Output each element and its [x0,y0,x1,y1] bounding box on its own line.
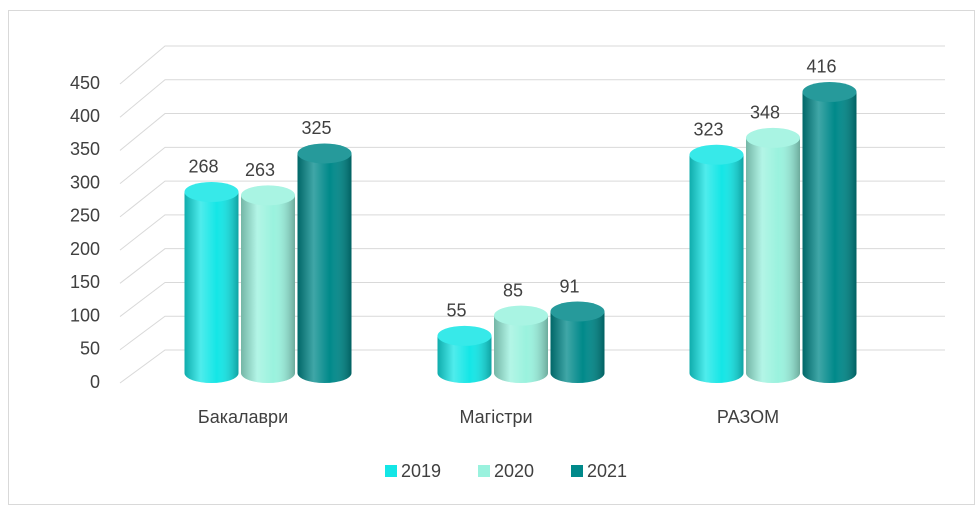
bar-top-shade [494,305,548,326]
bar-top [802,81,857,102]
bar-shade [802,91,857,384]
data-label: 416 [806,57,836,77]
y-tick-label: 0 [90,372,100,392]
bar-top-shade [746,127,800,148]
bar-shade [297,153,352,383]
bar-top [746,127,800,148]
legend-label: 2020 [494,461,534,481]
y-tick-label: 200 [70,239,100,259]
bar-top-shade [689,144,744,165]
grid-line [119,45,945,85]
data-label: 268 [188,157,218,177]
bar-shade [241,195,295,383]
bar-top [241,185,295,206]
grid-line [119,146,945,185]
data-label: 85 [503,280,523,300]
data-label: 263 [245,160,275,180]
bar-shade [494,315,548,383]
x-tick-label: РАЗОМ [717,407,779,427]
legend-label: 2021 [587,461,627,481]
grid-line [119,349,945,384]
grid-line [119,281,945,317]
y-tick-label: 350 [70,139,100,159]
bar-top [437,325,492,346]
y-tick-label: 100 [70,305,100,325]
y-tick-label: 150 [70,272,100,292]
y-tick-label: 450 [70,73,100,93]
y-tick-label: 50 [80,339,100,359]
data-label: 348 [750,103,780,123]
bar-top-shade [184,181,239,202]
y-tick-label: 300 [70,172,100,192]
legend-swatch [385,465,397,477]
y-tick-label: 250 [70,206,100,226]
bar-top [689,144,744,165]
bar-top [297,143,352,164]
bar-top-shade [297,143,352,164]
grid-line [119,248,945,284]
bar-shade [746,137,800,383]
bar-top-shade [802,81,857,102]
bar-top [184,181,239,202]
data-label: 91 [559,276,579,296]
data-label: 55 [446,301,466,321]
bar-top [550,301,605,322]
bar-shade [689,154,744,383]
bar-top-shade [437,325,492,346]
bar-shade [184,191,239,383]
data-label: 325 [301,118,331,138]
x-tick-label: Магістри [459,407,532,427]
legend-swatch [478,465,490,477]
grid-line [119,79,945,118]
grid-line [119,113,945,151]
grid-line [119,180,945,218]
chart-border [8,10,975,505]
bar-top-shade [550,301,605,322]
grid-line [119,214,945,251]
data-label: 323 [693,120,723,140]
x-tick-label: Бакалаври [198,407,288,427]
bar-shade [437,335,492,383]
bar-top-shade [241,185,295,206]
grid-line [119,315,945,351]
bar-top [494,305,548,326]
legend-swatch [571,465,583,477]
legend-label: 2019 [401,461,441,481]
bar-shade [550,311,605,383]
y-tick-label: 400 [70,106,100,126]
